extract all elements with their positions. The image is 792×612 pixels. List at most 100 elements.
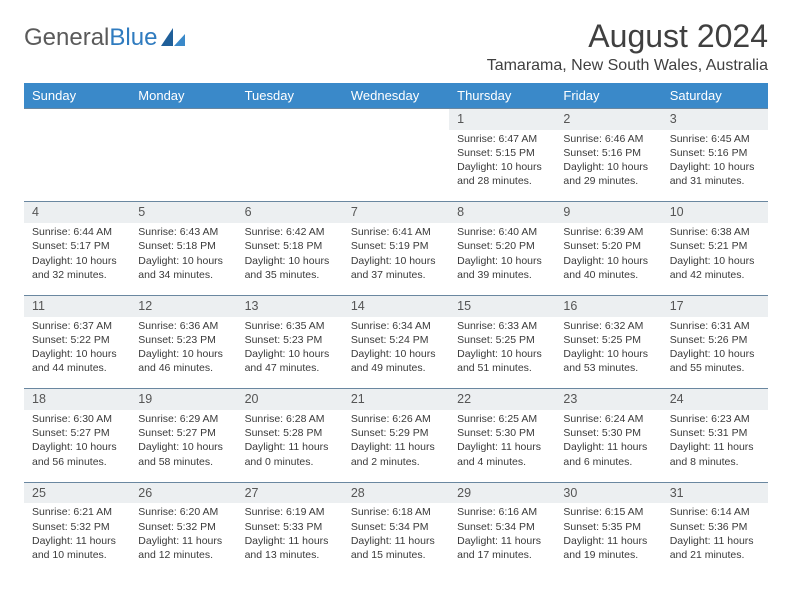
- daylight-text: and 2 minutes.: [351, 455, 441, 469]
- daylight-text: Daylight: 10 hours: [138, 254, 228, 268]
- sunset-text: Sunset: 5:32 PM: [32, 520, 122, 534]
- day-number: 17: [662, 295, 768, 316]
- content-row: Sunrise: 6:37 AMSunset: 5:22 PMDaylight:…: [24, 317, 768, 389]
- title-block: August 2024 Tamarama, New South Wales, A…: [487, 18, 768, 79]
- weekday-wed: Wednesday: [343, 83, 449, 109]
- daylight-text: and 12 minutes.: [138, 548, 228, 562]
- sunrise-text: Sunrise: 6:26 AM: [351, 412, 441, 426]
- sunset-text: Sunset: 5:26 PM: [670, 333, 760, 347]
- daylight-text: Daylight: 10 hours: [351, 347, 441, 361]
- daylight-text: Daylight: 11 hours: [245, 534, 335, 548]
- daylight-text: Daylight: 10 hours: [138, 347, 228, 361]
- day-cell: Sunrise: 6:32 AMSunset: 5:25 PMDaylight:…: [555, 317, 661, 389]
- daylight-text: Daylight: 10 hours: [245, 254, 335, 268]
- day-number: 25: [24, 482, 130, 503]
- daylight-text: and 46 minutes.: [138, 361, 228, 375]
- day-number: 31: [662, 482, 768, 503]
- daylight-text: Daylight: 10 hours: [138, 440, 228, 454]
- sunset-text: Sunset: 5:17 PM: [32, 239, 122, 253]
- sunset-text: Sunset: 5:16 PM: [563, 146, 653, 160]
- logo: GeneralBlue: [24, 24, 187, 52]
- sunrise-text: Sunrise: 6:36 AM: [138, 319, 228, 333]
- sunset-text: Sunset: 5:32 PM: [138, 520, 228, 534]
- sunset-text: Sunset: 5:27 PM: [32, 426, 122, 440]
- sunrise-text: Sunrise: 6:33 AM: [457, 319, 547, 333]
- day-number: 13: [237, 295, 343, 316]
- sunset-text: Sunset: 5:31 PM: [670, 426, 760, 440]
- sunset-text: Sunset: 5:29 PM: [351, 426, 441, 440]
- daynum-row: 18192021222324: [24, 389, 768, 410]
- daylight-text: and 34 minutes.: [138, 268, 228, 282]
- day-cell: Sunrise: 6:21 AMSunset: 5:32 PMDaylight:…: [24, 503, 130, 575]
- day-number: 20: [237, 389, 343, 410]
- day-number: 7: [343, 202, 449, 223]
- sunrise-text: Sunrise: 6:44 AM: [32, 225, 122, 239]
- daylight-text: and 17 minutes.: [457, 548, 547, 562]
- day-cell: Sunrise: 6:45 AMSunset: 5:16 PMDaylight:…: [662, 130, 768, 202]
- day-cell: Sunrise: 6:33 AMSunset: 5:25 PMDaylight:…: [449, 317, 555, 389]
- sunset-text: Sunset: 5:23 PM: [245, 333, 335, 347]
- day-number: 4: [24, 202, 130, 223]
- day-cell: Sunrise: 6:30 AMSunset: 5:27 PMDaylight:…: [24, 410, 130, 482]
- day-number: 24: [662, 389, 768, 410]
- daylight-text: and 56 minutes.: [32, 455, 122, 469]
- sunrise-text: Sunrise: 6:45 AM: [670, 132, 760, 146]
- sunset-text: Sunset: 5:15 PM: [457, 146, 547, 160]
- day-cell: Sunrise: 6:41 AMSunset: 5:19 PMDaylight:…: [343, 223, 449, 295]
- daylight-text: and 0 minutes.: [245, 455, 335, 469]
- calendar-body: 123 Sunrise: 6:47 AMSunset: 5:15 PM Daylig…: [24, 109, 768, 576]
- daylight-text: Daylight: 10 hours: [245, 347, 335, 361]
- day-cell: [24, 130, 130, 202]
- sunrise-text: Sunrise: 6:43 AM: [138, 225, 228, 239]
- logo-sail-icon: [161, 28, 187, 48]
- day-number: 26: [130, 482, 236, 503]
- day-number: 16: [555, 295, 661, 316]
- daynum-row: 123: [24, 109, 768, 130]
- day-cell: Sunrise: 6:26 AMSunset: 5:29 PMDaylight:…: [343, 410, 449, 482]
- day-number: 28: [343, 482, 449, 503]
- day-number: 22: [449, 389, 555, 410]
- sunset-text: Sunset: 5:28 PM: [245, 426, 335, 440]
- day-number: 1: [449, 109, 555, 130]
- daylight-text: and 55 minutes.: [670, 361, 760, 375]
- sunrise-text: Sunrise: 6:29 AM: [138, 412, 228, 426]
- daylight-text: Daylight: 10 hours: [457, 254, 547, 268]
- sunrise-text: Sunrise: 6:28 AM: [245, 412, 335, 426]
- daynum-row: 11121314151617: [24, 295, 768, 316]
- calendar-page: GeneralBlue August 2024 Tamarama, New So…: [0, 0, 792, 575]
- daylight-text: Daylight: 10 hours: [32, 347, 122, 361]
- daylight-text: Daylight: 11 hours: [670, 534, 760, 548]
- daylight-text: and 32 minutes.: [32, 268, 122, 282]
- day-cell: [237, 130, 343, 202]
- daylight-text: and 58 minutes.: [138, 455, 228, 469]
- day-cell: Sunrise: 6:28 AMSunset: 5:28 PMDaylight:…: [237, 410, 343, 482]
- day-cell: Sunrise: 6:37 AMSunset: 5:22 PMDaylight:…: [24, 317, 130, 389]
- header: GeneralBlue August 2024 Tamarama, New So…: [24, 18, 768, 79]
- day-number: 19: [130, 389, 236, 410]
- sunset-text: Sunset: 5:19 PM: [351, 239, 441, 253]
- daylight-text: Daylight: 11 hours: [457, 440, 547, 454]
- day-number: 21: [343, 389, 449, 410]
- sunset-text: Sunset: 5:30 PM: [457, 426, 547, 440]
- sunrise-text: Sunrise: 6:47 AM: [457, 132, 547, 146]
- weekday-mon: Monday: [130, 83, 236, 109]
- day-number: 15: [449, 295, 555, 316]
- day-cell: Sunrise: 6:46 AMSunset: 5:16 PMDaylight:…: [555, 130, 661, 202]
- day-number: 9: [555, 202, 661, 223]
- daylight-text: Daylight: 11 hours: [670, 440, 760, 454]
- daylight-text: Daylight: 10 hours: [670, 254, 760, 268]
- day-cell: Sunrise: 6:15 AMSunset: 5:35 PMDaylight:…: [555, 503, 661, 575]
- daylight-text: Daylight: 10 hours: [457, 347, 547, 361]
- day-cell: Sunrise: 6:19 AMSunset: 5:33 PMDaylight:…: [237, 503, 343, 575]
- day-cell: Sunrise: 6:23 AMSunset: 5:31 PMDaylight:…: [662, 410, 768, 482]
- daylight-text: Daylight: 10 hours: [563, 160, 653, 174]
- sunrise-text: Sunrise: 6:14 AM: [670, 505, 760, 519]
- daylight-text: Daylight: 10 hours: [32, 254, 122, 268]
- weekday-header-row: Sunday Monday Tuesday Wednesday Thursday…: [24, 83, 768, 109]
- daylight-text: and 8 minutes.: [670, 455, 760, 469]
- sunset-text: Sunset: 5:16 PM: [670, 146, 760, 160]
- logo-text-gray: General: [24, 24, 109, 52]
- day-number: 12: [130, 295, 236, 316]
- sunrise-text: Sunrise: 6:24 AM: [563, 412, 653, 426]
- day-number: 29: [449, 482, 555, 503]
